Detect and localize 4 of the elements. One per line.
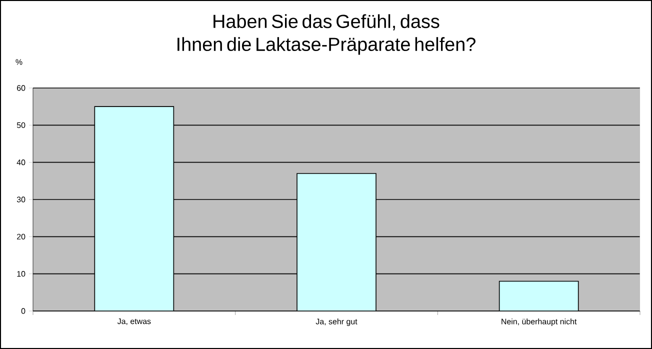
chart-title: Haben Sie das Gefühl, dass Ihnen die Laktase-Präparate helfen?	[178, 14, 476, 55]
bar	[94, 106, 174, 311]
bar	[498, 280, 579, 311]
bar	[296, 173, 376, 311]
